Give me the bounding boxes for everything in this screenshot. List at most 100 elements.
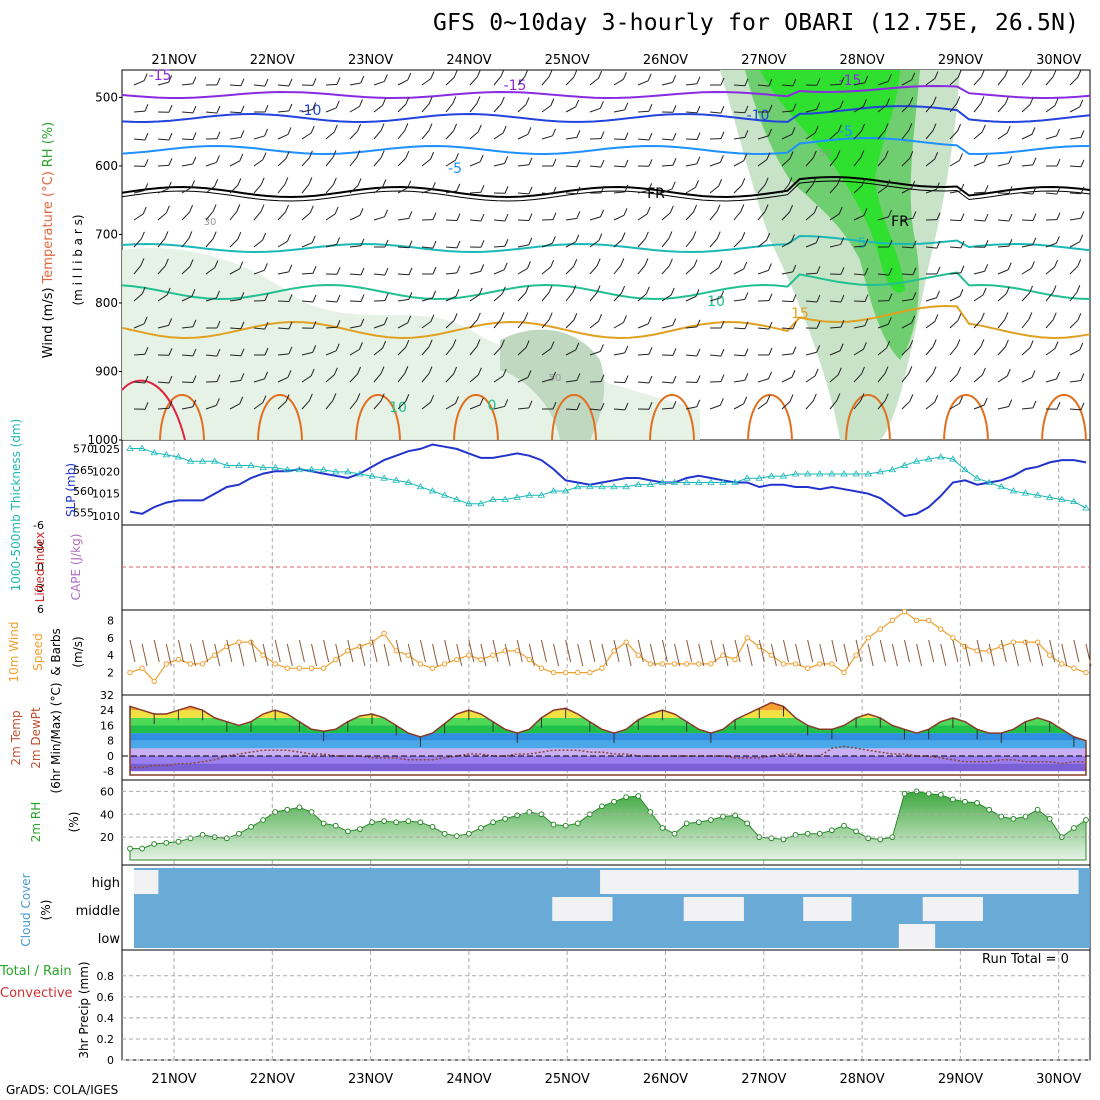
cloud-cell [623,870,637,894]
cloud-cell [707,897,721,921]
wind-barb-10m [1049,639,1056,663]
wind-speed-point [901,609,908,615]
wind-barb [589,265,598,275]
wind-barb [589,216,601,221]
wind-barb [1045,292,1054,302]
wind-barb-flag [839,100,844,109]
wind-barb-flag [1029,285,1033,294]
wind-barb-flag [140,258,145,266]
thickness-marker [453,495,461,502]
wind-barb [277,240,288,248]
wind-barb-flag [192,105,197,114]
wind-barb-flag [407,315,412,324]
wind-barb [229,111,242,114]
isotherm-label: 0 [488,398,497,414]
wind-barb-10m [661,639,668,663]
wind-barb-flag [1029,340,1034,348]
wind-barb [757,184,766,194]
wind-barb-10m [601,643,608,667]
wind-barb-flag [719,398,724,406]
wind-barb [805,132,816,140]
wind-barb-flag [432,290,437,299]
wind-barb-flag [216,374,221,382]
wind-barb-flag [720,348,725,357]
wind-barb [445,103,454,113]
thickness-marker [973,474,981,481]
isotherm-label: 10 [707,294,725,310]
wind-barb-flag [288,294,293,302]
wind-barb-flag [285,204,289,213]
wind-barb-flag [599,101,604,109]
rh-point [1046,815,1053,822]
thickness-marker [997,482,1005,490]
wind-barb-flag [264,347,269,356]
wind-barb-flag [620,258,625,266]
thickness-marker [949,455,957,462]
wind-barb-10m [456,643,463,667]
thickness-marker [574,482,582,490]
wind-barb-flag [766,152,771,160]
wind-barb [517,76,526,86]
wind-barb-flag [1032,400,1037,409]
wind-barb [901,79,912,86]
wind-barb-flag [286,234,291,242]
wind-barb-flag [380,150,385,158]
wind-barb-10m [177,639,184,663]
wind-barb-flag [936,212,941,220]
precip-tick: 0.2 [97,1033,115,1046]
wind-barb [1021,76,1030,86]
wind-barb [925,103,934,113]
rh-point [962,798,968,805]
wind-barb-10m [129,639,136,663]
wind-barb [373,373,382,383]
wind-barb-flag [552,128,556,137]
wind-barb-flag [696,375,701,383]
wind-barb-flag [647,316,652,325]
wind-barb-flag [693,259,698,267]
wind-barb-flag [476,339,481,347]
wind-barb [1069,292,1078,302]
wind-barb [613,165,626,168]
isotherm-loop [257,394,303,441]
wind-barb-flag [1004,312,1009,320]
wind-barb-flag [550,259,555,268]
wind-barb-flag [480,185,485,193]
wind-barb [877,400,886,410]
wind-barb-flag [1028,69,1033,77]
wind-barb-flag [696,76,701,84]
wind-barb-flag [816,294,821,303]
wind-speed-point [938,626,944,632]
rh-shade-light [122,248,700,440]
wind-barb [613,321,624,329]
wind-barb-flag [552,401,557,410]
isotherm-line [121,271,1091,301]
wind-barb-flag [911,180,916,189]
wind-barb [397,322,408,329]
wind-barb-flag [909,97,914,105]
thickness-marker [150,448,158,456]
wind-barb-10m [807,639,814,663]
wind-barb-flag [168,105,173,113]
thickness-marker [1021,489,1030,496]
wind-barb [421,188,433,194]
wind-barb-flag [288,321,293,330]
cloud-cell [922,924,936,948]
wind-barb [205,185,215,194]
thickness-marker [743,474,751,481]
wind-barb-flag [720,320,725,329]
wind-speed-point [877,626,883,632]
thickness-marker [307,465,316,473]
wind-barb-flag [600,402,605,411]
wind-barb-flag [524,69,529,77]
cloud-cell [839,897,852,921]
wind-barb-flag [887,317,892,325]
precip-tick: 0.6 [97,991,115,1004]
wind-barb-flag [240,292,245,300]
wind-barb-flag [912,292,917,300]
wind-barb-flag [548,285,553,293]
wind-barb-flag [504,156,509,164]
wind-barb [205,238,214,248]
wind-barb-flag [648,375,653,384]
rh-point [671,830,678,837]
wind-barb [205,267,216,275]
